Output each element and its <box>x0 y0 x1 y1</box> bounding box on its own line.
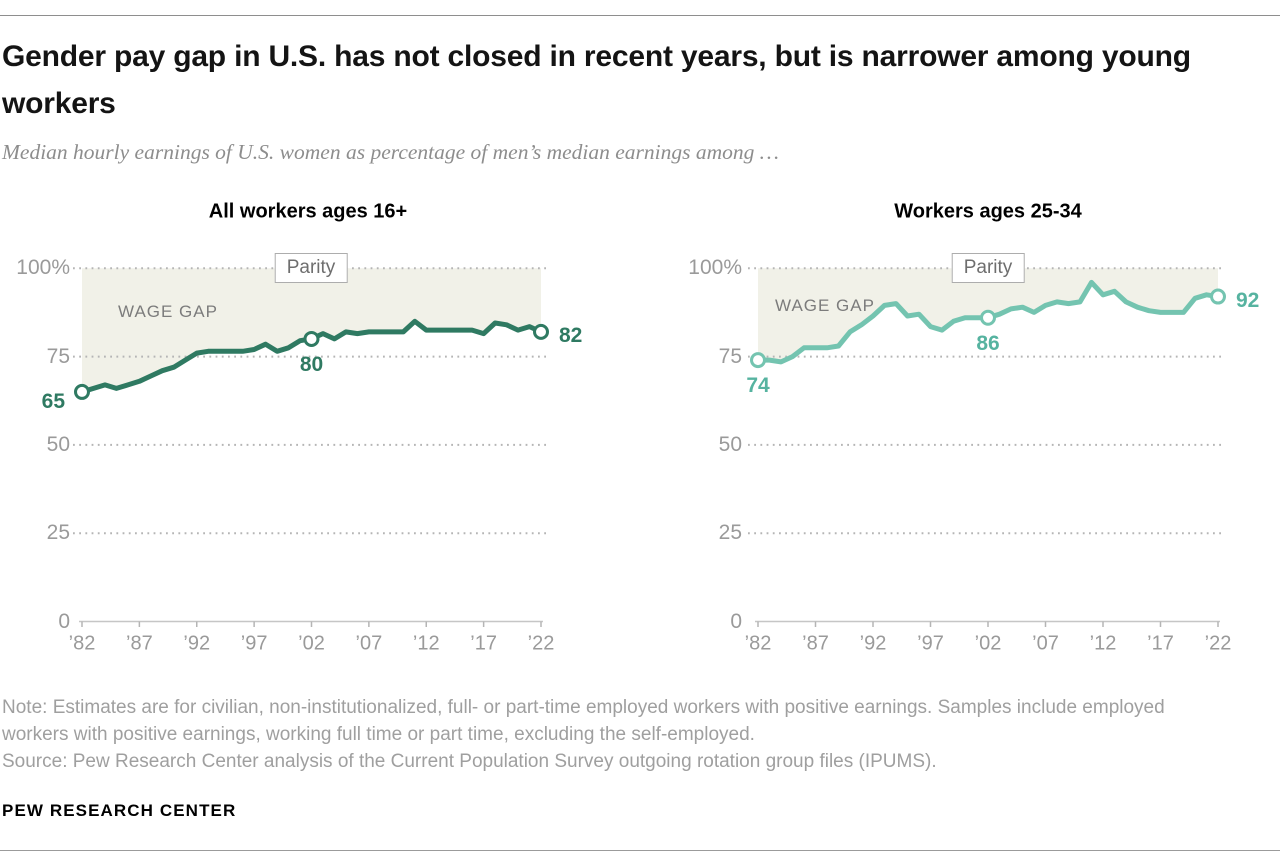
x-axis-label: ’22 <box>1204 632 1232 655</box>
marker-value-label: 92 <box>1236 288 1260 312</box>
marker-circle-2022 <box>1210 288 1226 305</box>
x-axis-label: ’92 <box>183 632 211 655</box>
marker-value-label: 82 <box>559 323 583 347</box>
marker-circle-2022 <box>533 323 549 340</box>
wage-gap-label: WAGE GAP <box>118 302 218 321</box>
y-axis-label: 75 <box>46 344 70 368</box>
x-axis-label: ’82 <box>68 632 96 655</box>
chart-title: All workers ages 16+ <box>208 200 408 223</box>
x-axis-label: ’92 <box>859 632 887 655</box>
top-divider <box>0 15 1280 16</box>
x-axis-label: ’82 <box>744 632 772 655</box>
wage-gap-label: WAGE GAP <box>775 296 875 315</box>
y-axis-label: 50 <box>46 432 70 456</box>
x-axis-label: ’12 <box>1089 632 1117 655</box>
x-axis-label: ’07 <box>1032 632 1059 655</box>
y-axis-label: 100% <box>688 256 742 280</box>
wage-gap-area <box>82 268 541 392</box>
marker-value-label: 65 <box>41 389 65 413</box>
bottom-divider <box>0 850 1280 851</box>
x-axis-label: ’17 <box>470 632 497 655</box>
y-axis-label: 25 <box>46 521 70 545</box>
x-axis-label: ’17 <box>1147 632 1174 655</box>
marker-circle-2002 <box>980 309 996 326</box>
x-axis-label: ’87 <box>802 632 829 655</box>
y-axis-label: 0 <box>58 609 70 633</box>
x-axis-label: ’02 <box>298 632 325 655</box>
marker-value-label: 74 <box>746 374 770 398</box>
x-axis-label: ’97 <box>917 632 944 655</box>
y-axis-label: 75 <box>718 344 742 368</box>
marker-circle-1982 <box>750 352 766 369</box>
note-text: Note: Estimates are for civilian, non-in… <box>2 697 1165 745</box>
marker-circle-2002 <box>303 330 320 347</box>
x-axis-label: ’87 <box>126 632 153 655</box>
brand-footer: PEW RESEARCH CENTER <box>2 801 237 820</box>
page-subtitle: Median hourly earnings of U.S. women as … <box>2 140 779 164</box>
y-axis-label: 50 <box>718 432 742 456</box>
x-axis-label: ’12 <box>412 632 440 655</box>
x-axis-label: ’07 <box>355 632 383 655</box>
marker-circle-1982 <box>74 383 90 400</box>
x-axis-label: ’02 <box>974 632 1002 655</box>
y-axis-label: 100% <box>16 256 70 280</box>
note-and-source: Note: Estimates are for civilian, non-in… <box>2 694 1234 775</box>
y-axis-label: 25 <box>718 521 742 545</box>
chart-title: Workers ages 25-34 <box>894 200 1082 223</box>
parity-label: Parity <box>951 253 1025 284</box>
x-axis-label: ’97 <box>240 632 268 655</box>
y-axis-label: 0 <box>730 609 742 633</box>
marker-value-label: 86 <box>976 331 1000 355</box>
page-title: Gender pay gap in U.S. has not closed in… <box>2 40 1191 120</box>
x-axis-label: ’22 <box>527 632 555 655</box>
source-text: Source: Pew Research Center analysis of … <box>2 751 937 772</box>
marker-value-label: 80 <box>299 352 324 376</box>
parity-label: Parity <box>274 253 348 284</box>
